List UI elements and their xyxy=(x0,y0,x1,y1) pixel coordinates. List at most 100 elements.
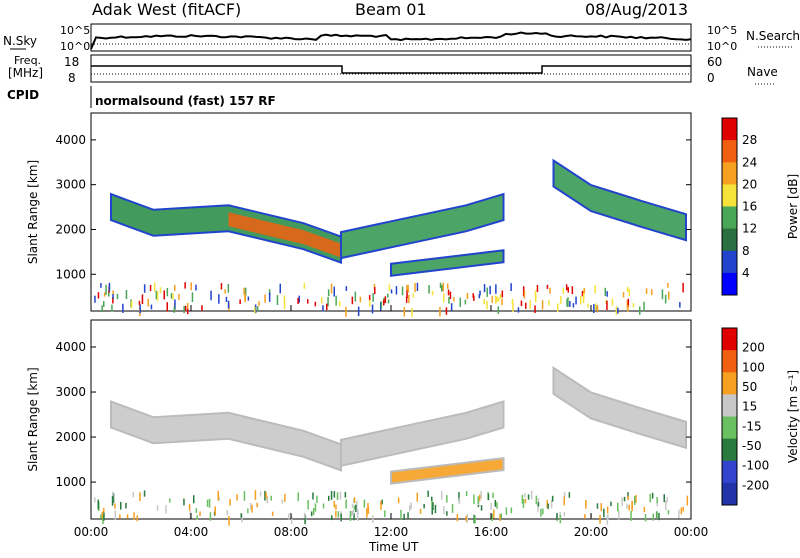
scatter-speck xyxy=(369,298,371,307)
scatter-speck xyxy=(196,515,198,520)
scatter-speck xyxy=(243,287,245,295)
scatter-speck xyxy=(606,300,608,310)
scatter-speck xyxy=(244,287,247,297)
scatter-speck xyxy=(643,506,646,513)
scatter-speck xyxy=(580,296,582,305)
scatter-speck xyxy=(575,296,577,305)
scatter-speck xyxy=(281,499,284,504)
scatter-speck xyxy=(288,513,290,520)
y-tick-label: 2000 xyxy=(55,430,86,444)
scatter-speck xyxy=(500,513,502,519)
scatter-speck xyxy=(456,513,459,522)
scatter-speck xyxy=(103,301,105,307)
scatter-speck xyxy=(304,514,306,525)
freq-trace xyxy=(91,65,691,74)
scatter-speck xyxy=(228,516,230,526)
scatter-speck xyxy=(100,514,102,519)
echo-band xyxy=(552,158,687,242)
colorbar-segment xyxy=(722,228,737,252)
scatter-speck xyxy=(567,287,569,293)
scatter-speck xyxy=(244,292,246,301)
scatter-speck xyxy=(466,514,468,524)
scatter-speck xyxy=(126,514,129,519)
scatter-speck xyxy=(473,295,475,301)
colorbar-tick-label: 16 xyxy=(742,200,757,214)
scatter-speck xyxy=(384,296,387,304)
scatter-speck xyxy=(458,492,460,501)
scatter-speck xyxy=(428,285,430,294)
echo-band xyxy=(390,456,505,485)
scatter-speck xyxy=(120,502,122,510)
scatter-speck xyxy=(483,298,485,305)
scatter-speck xyxy=(264,490,266,501)
scatter-speck xyxy=(353,505,356,510)
scatter-speck xyxy=(628,288,630,296)
colorbar-tick-label: 4 xyxy=(742,266,750,280)
colorbar-tick-label: 12 xyxy=(742,222,757,236)
scatter-speck xyxy=(397,497,400,504)
scatter-speck xyxy=(174,284,176,291)
scatter-speck xyxy=(656,501,658,507)
scatter-speck xyxy=(256,502,258,508)
scatter-speck xyxy=(94,497,96,503)
scatter-speck xyxy=(187,307,189,315)
scatter-speck xyxy=(442,282,444,292)
scatter-speck xyxy=(607,514,609,520)
scatter-speck xyxy=(153,282,156,292)
scatter-speck xyxy=(529,300,531,309)
scatter-speck xyxy=(443,293,445,303)
freq-label-line2: [MHz] xyxy=(8,66,43,80)
scatter-speck xyxy=(191,292,194,302)
scatter-speck xyxy=(383,299,385,306)
scatter-speck xyxy=(663,494,665,503)
scatter-speck xyxy=(333,286,335,297)
scatter-speck xyxy=(326,303,328,311)
scatter-speck xyxy=(610,501,612,507)
scatter-speck xyxy=(493,509,495,519)
scatter-speck xyxy=(240,513,242,518)
scatter-speck xyxy=(264,294,266,303)
scatter-speck xyxy=(367,506,370,514)
y-tick-label: 1000 xyxy=(55,475,86,489)
echo-band xyxy=(110,192,342,265)
scatter-speck xyxy=(537,504,539,512)
scatter-speck xyxy=(409,505,411,512)
scatter-speck xyxy=(511,298,514,305)
scatter-speck xyxy=(618,510,620,520)
scatter-speck xyxy=(307,299,309,304)
scatter-speck xyxy=(615,306,618,315)
freq-label-line1: Freq. xyxy=(14,54,41,67)
scatter-speck xyxy=(290,515,293,525)
scatter-speck xyxy=(567,297,569,307)
scatter-speck xyxy=(487,493,490,501)
scatter-speck xyxy=(189,511,192,519)
scatter-speck xyxy=(536,285,539,293)
y-tick-label: 1000 xyxy=(55,267,86,281)
y-tick-label: 4000 xyxy=(55,133,86,147)
scatter-speck xyxy=(312,508,315,515)
x-tick-label: 16:00 xyxy=(474,525,509,539)
colorbar-segment xyxy=(722,272,737,296)
scatter-speck xyxy=(314,301,317,307)
colorbar-segment xyxy=(722,140,737,163)
scatter-speck xyxy=(112,297,114,304)
scatter-speck xyxy=(600,503,602,512)
scatter-speck xyxy=(497,297,500,302)
scatter-speck xyxy=(556,513,558,521)
scatter-speck xyxy=(241,514,243,523)
scatter-speck xyxy=(450,303,453,311)
scatter-speck xyxy=(210,290,212,301)
scatter-speck xyxy=(410,502,412,509)
nsky-label: N.Sky xyxy=(3,34,37,48)
scatter-speck xyxy=(184,282,186,289)
scatter-speck xyxy=(333,491,336,498)
scatter-speck xyxy=(297,297,299,304)
x-tick-label: 08:00 xyxy=(274,525,309,539)
scatter-speck xyxy=(486,300,488,310)
scatter-speck xyxy=(617,502,619,512)
scatter-speck xyxy=(565,284,568,291)
scatter-speck xyxy=(658,512,660,521)
scatter-speck xyxy=(434,504,437,514)
scatter-speck xyxy=(571,286,574,295)
